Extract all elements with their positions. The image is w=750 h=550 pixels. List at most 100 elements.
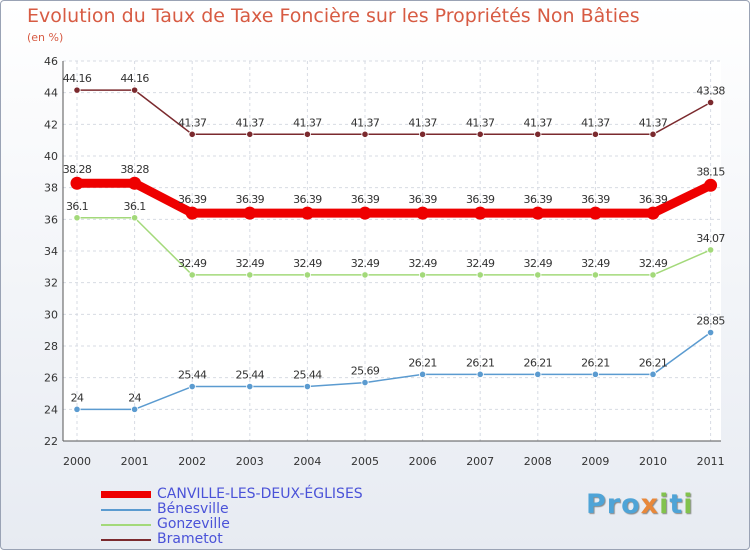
data-point-1 <box>131 405 139 413</box>
data-point-0 <box>300 206 314 220</box>
data-point-0 <box>185 206 199 220</box>
data-point-1 <box>591 370 600 378</box>
data-label-2: 32.49 <box>293 257 322 270</box>
data-point-1 <box>534 370 542 378</box>
data-label-0: 36.39 <box>581 193 610 206</box>
data-label-1: 26.21 <box>639 356 668 369</box>
legend-label: CANVILLE-LES-DEUX-ÉGLISES <box>157 486 363 502</box>
data-label-2: 32.49 <box>639 257 668 270</box>
x-tick-label: 2005 <box>351 455 379 468</box>
data-label-0: 36.39 <box>351 193 380 206</box>
y-tick-label: 34 <box>44 245 58 258</box>
data-point-3 <box>418 130 427 138</box>
y-tick-label: 30 <box>44 308 58 321</box>
data-point-3 <box>246 130 254 138</box>
data-point-0 <box>243 206 257 220</box>
data-label-3: 41.37 <box>408 116 437 129</box>
data-label-1: 28.85 <box>696 315 725 328</box>
data-point-0 <box>473 206 487 220</box>
data-point-1 <box>706 328 715 337</box>
data-point-2 <box>591 271 600 279</box>
y-tick-label: 28 <box>44 340 58 353</box>
data-label-1: 26.21 <box>408 356 437 369</box>
data-label-1: 25.44 <box>293 369 322 382</box>
data-point-2 <box>706 246 715 254</box>
series-line-3 <box>76 89 712 136</box>
data-point-3 <box>476 130 484 138</box>
y-tick-label: 36 <box>44 213 58 226</box>
data-label-2: 32.49 <box>236 257 265 270</box>
data-point-2 <box>131 214 139 222</box>
legend-item: Gonzeville <box>101 517 363 532</box>
data-point-0 <box>416 206 430 220</box>
data-point-3 <box>73 86 81 94</box>
data-label-2: 32.49 <box>351 257 380 270</box>
data-point-0 <box>358 206 372 220</box>
logo-part-x: x <box>640 489 660 520</box>
data-label-3: 41.37 <box>178 116 207 129</box>
data-label-2: 32.49 <box>581 257 610 270</box>
x-tick-label: 2000 <box>63 455 91 468</box>
y-tick-label: 46 <box>44 55 58 68</box>
data-label-1: 24 <box>71 391 84 404</box>
data-point-3 <box>706 98 715 107</box>
y-tick-label: 44 <box>44 87 58 100</box>
data-point-3 <box>591 130 600 138</box>
data-label-3: 43.38 <box>696 84 725 97</box>
data-label-0: 36.39 <box>236 193 265 206</box>
data-label-3: 41.37 <box>581 116 610 129</box>
data-point-3 <box>303 130 311 138</box>
data-label-0: 38.28 <box>120 163 149 176</box>
data-point-2 <box>303 271 311 279</box>
data-label-1: 24 <box>128 391 141 404</box>
data-point-2 <box>73 214 81 222</box>
data-point-1 <box>418 370 427 378</box>
proxiti-logo: Proxiti <box>586 489 694 520</box>
data-label-3: 41.37 <box>293 116 322 129</box>
data-point-2 <box>188 271 196 279</box>
data-point-2 <box>361 271 369 279</box>
y-tick-label: 38 <box>44 182 58 195</box>
x-tick-label: 2007 <box>466 455 494 468</box>
logo-part-i2: i <box>683 489 694 520</box>
x-tick-label: 2010 <box>639 455 667 468</box>
data-point-1 <box>188 382 196 391</box>
y-tick-label: 24 <box>44 403 58 416</box>
data-label-3: 44.16 <box>120 72 149 85</box>
series-line-2 <box>76 217 712 276</box>
data-label-0: 38.28 <box>63 163 92 176</box>
data-label-0: 36.39 <box>466 193 495 206</box>
data-point-2 <box>246 271 254 279</box>
data-point-1 <box>73 405 81 413</box>
data-point-3 <box>188 130 196 138</box>
legend-item: Bénesville <box>101 502 363 517</box>
data-point-1 <box>303 382 311 391</box>
chart-subtitle: (en %) <box>27 31 64 44</box>
legend-label: Gonzeville <box>157 516 230 532</box>
x-tick-label: 2006 <box>409 455 437 468</box>
data-label-3: 41.37 <box>639 116 668 129</box>
data-label-1: 26.21 <box>466 356 495 369</box>
logo-part-i: i <box>659 489 670 520</box>
data-label-3: 41.37 <box>524 116 553 129</box>
legend-label: Bénesville <box>157 501 229 517</box>
data-label-1: 26.21 <box>581 356 610 369</box>
data-point-0 <box>704 178 718 192</box>
data-point-0 <box>70 176 84 190</box>
data-label-1: 25.69 <box>351 365 380 378</box>
y-tick-label: 42 <box>44 118 58 131</box>
legend-swatch <box>101 508 151 511</box>
data-label-3: 44.16 <box>63 72 92 85</box>
data-point-1 <box>361 378 369 387</box>
data-point-2 <box>649 271 657 279</box>
y-tick-label: 40 <box>44 150 58 163</box>
data-label-2: 36.1 <box>66 200 88 213</box>
x-tick-label: 2008 <box>524 455 552 468</box>
data-point-1 <box>246 382 254 391</box>
logo-part-pro: Pro <box>586 489 641 520</box>
data-label-1: 25.44 <box>236 369 265 382</box>
legend-swatch <box>101 523 151 526</box>
data-point-2 <box>418 271 427 279</box>
y-tick-label: 26 <box>44 372 58 385</box>
